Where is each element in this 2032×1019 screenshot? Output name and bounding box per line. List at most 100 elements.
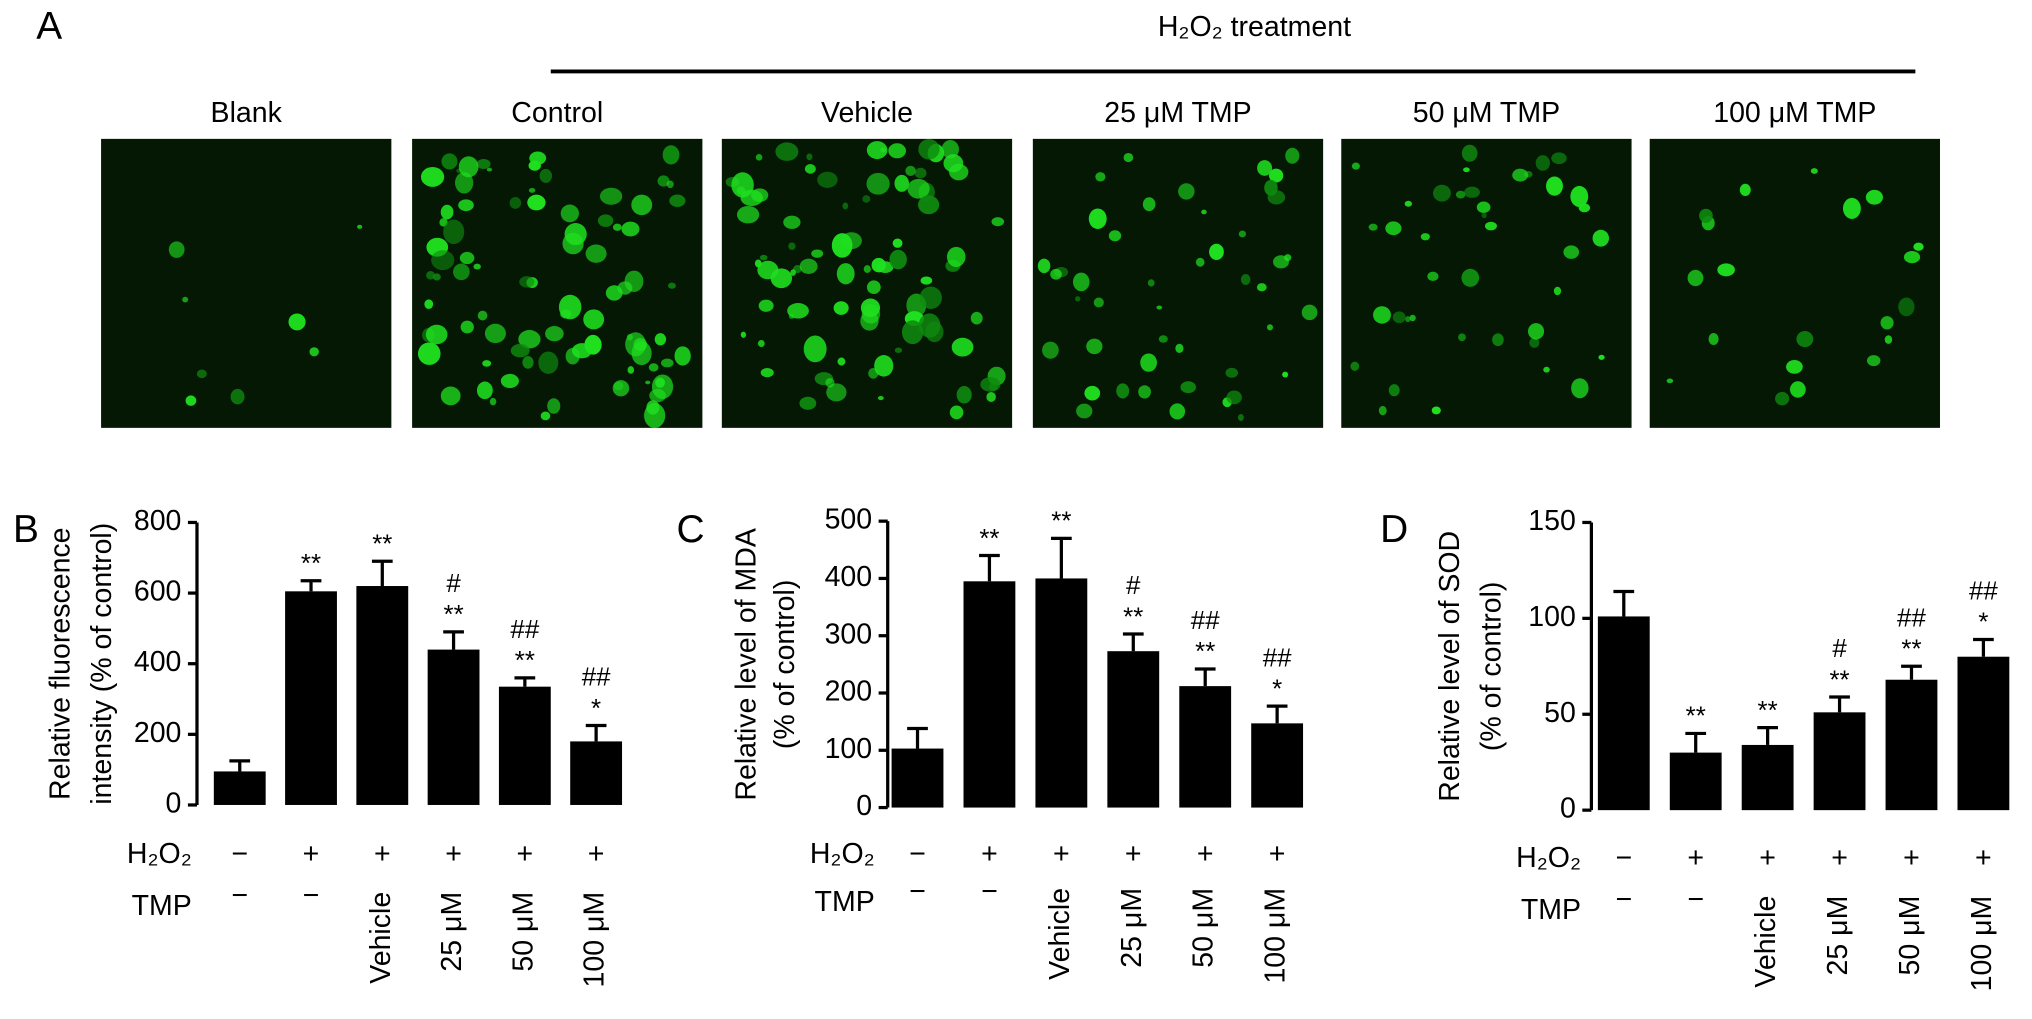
panel-label: C [676,508,704,551]
significance-hash: # [1126,572,1141,600]
cell [486,167,493,172]
cell [1072,272,1090,292]
row-name: H₂O₂ [127,838,192,870]
cell [1238,230,1247,238]
bar [1251,723,1304,808]
cell [1285,147,1300,164]
cell [1884,335,1893,344]
cell [920,276,933,285]
image-label: 100 μM TMP [1713,97,1876,129]
row-name: H₂O₂ [810,838,875,870]
h2o2-label: + [1975,842,1992,874]
y-tick-label: 400 [825,561,873,593]
cell [918,313,941,338]
cell [877,395,884,401]
cell [1699,208,1713,223]
cell [540,411,551,421]
row-name: TMP [815,886,875,918]
y-tick-label: 200 [134,717,182,749]
y-tick-label: 200 [825,676,873,708]
cell [1553,286,1562,296]
cell [1385,221,1402,236]
bar [356,586,409,805]
significance-hash: ## [1191,607,1220,635]
cell [1842,197,1861,219]
bar [1885,679,1938,811]
cell [1266,324,1274,331]
cell [648,363,659,372]
cell [1267,190,1286,205]
y-axis-label: (% of control) [769,580,801,749]
cell [621,221,640,237]
cell [736,205,760,224]
cell [455,172,474,194]
cell [1108,230,1122,242]
cell [1512,168,1529,182]
cell [196,369,207,379]
cell [529,151,547,165]
cell [1238,414,1244,421]
cell [1240,273,1251,286]
cell [230,388,245,405]
cell [866,172,890,195]
cell [599,187,623,205]
cell [309,347,319,357]
cell [1717,263,1735,277]
cell [440,204,454,220]
cell [1351,162,1360,170]
cell [980,377,1001,392]
cell [1156,305,1163,310]
bar [1813,712,1866,811]
cell [1050,268,1062,280]
significance-star: * [1978,609,1988,637]
cell [1898,297,1915,317]
cell [775,142,799,161]
cell [1368,223,1378,231]
treatment-header: H₂O₂ treatment [1158,11,1351,43]
significance-hash: ## [1263,644,1292,672]
tmp-label: 25 μM [1116,888,1148,968]
cell [583,309,605,330]
cell [860,298,881,318]
cell [1225,367,1239,378]
cell [894,174,910,192]
cell [1865,189,1883,205]
tmp-label: 25 μM [1822,896,1854,976]
cell [431,250,455,271]
cell [1269,168,1284,183]
bar [427,649,480,805]
cell [1528,323,1545,340]
cell [545,326,564,342]
cell [1551,152,1567,165]
cell [519,276,535,288]
cell [751,188,769,202]
cell [1546,176,1563,196]
y-axis-label: (% of control) [1475,582,1507,751]
cell [1209,243,1224,260]
cell [185,395,197,406]
cell [1666,378,1674,384]
y-tick-label: 300 [825,618,873,650]
cell [1142,197,1156,212]
cell [754,259,762,268]
tmp-label: − [981,876,998,908]
cell [949,405,964,420]
cell [1042,341,1059,359]
tmp-label: 50 μM [1188,888,1220,968]
cell [1543,366,1550,373]
cell [1563,245,1580,259]
cell [669,194,686,207]
cell [889,249,907,270]
significance-star: ** [1901,636,1921,664]
h2o2-label: + [445,838,462,870]
y-axis-label: Relative fluorescence [45,527,77,799]
cell [1484,221,1497,231]
tmp-label: Vehicle [365,892,397,984]
cell [842,202,849,210]
cell [817,171,838,188]
bar [1669,752,1722,811]
cell [1373,306,1391,324]
y-tick-label: 50 [1544,697,1576,729]
cell [1180,381,1196,394]
